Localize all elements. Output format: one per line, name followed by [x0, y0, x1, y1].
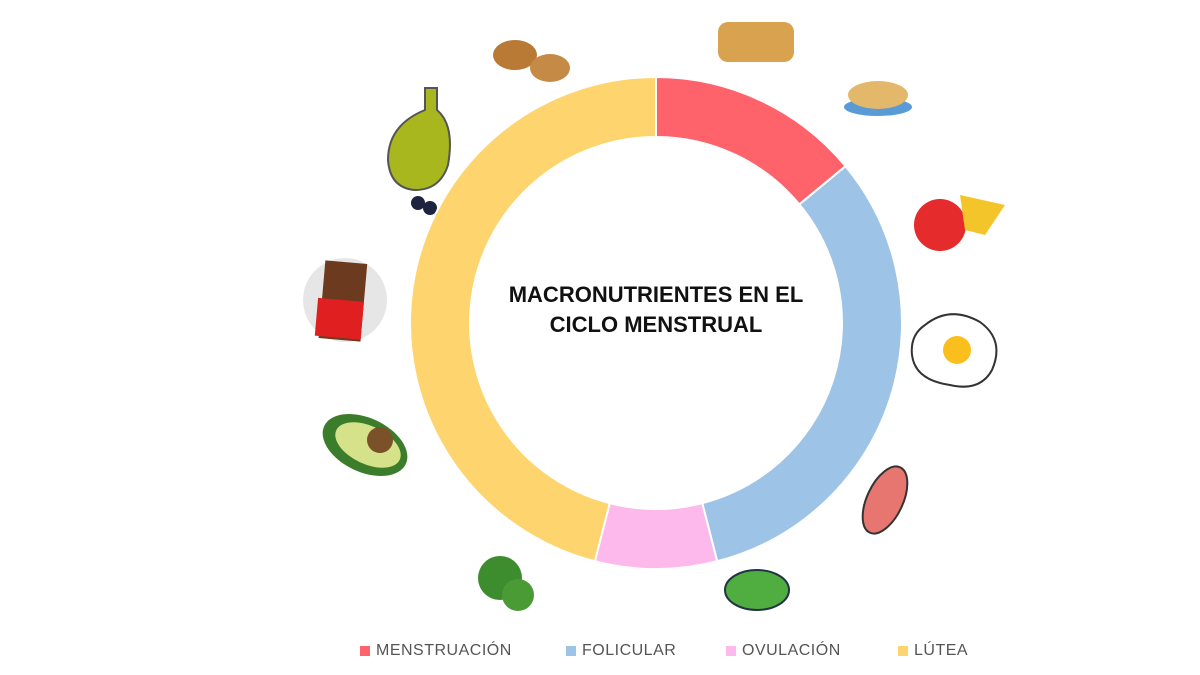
- chart-title: MACRONUTRIENTES EN EL: [509, 282, 804, 307]
- broccoli-icon: [502, 579, 534, 611]
- chart-title: CICLO MENSTRUAL: [550, 312, 763, 337]
- banana-icon: [960, 195, 1005, 235]
- yolk-icon: [943, 336, 971, 364]
- legend-label: OVULACIÓN: [742, 640, 841, 659]
- legend-marker: [566, 646, 576, 656]
- legend-marker: [360, 646, 370, 656]
- peas-icon: [724, 569, 790, 611]
- walnut-icon: [530, 54, 570, 82]
- bread-icon: [718, 22, 794, 62]
- donut-segment: [701, 164, 903, 563]
- donut-segment: [409, 75, 657, 563]
- apple-icon: [914, 199, 966, 251]
- donut-segment: [655, 75, 847, 206]
- donut: [409, 75, 903, 570]
- legend-marker: [726, 646, 736, 656]
- olive-icon: [411, 196, 425, 210]
- olive-icon: [423, 201, 437, 215]
- oil-icon: [386, 87, 451, 192]
- fish-icon: [861, 465, 909, 535]
- avocado-seed: [367, 427, 393, 453]
- pasta-icon: [848, 81, 908, 109]
- food-icons: [303, 22, 1005, 611]
- legend-label: LÚTEA: [914, 640, 968, 659]
- walnut-icon: [493, 40, 537, 70]
- legend-label: FOLICULAR: [582, 642, 676, 659]
- donut-segment: [593, 501, 719, 570]
- legend: MENSTRUACIÓN FOLICULAR OVULACIÓN LÚTEA: [360, 640, 968, 659]
- chocolate-wrapper: [314, 297, 364, 340]
- legend-marker: [898, 646, 908, 656]
- legend-label: MENSTRUACIÓN: [376, 640, 512, 659]
